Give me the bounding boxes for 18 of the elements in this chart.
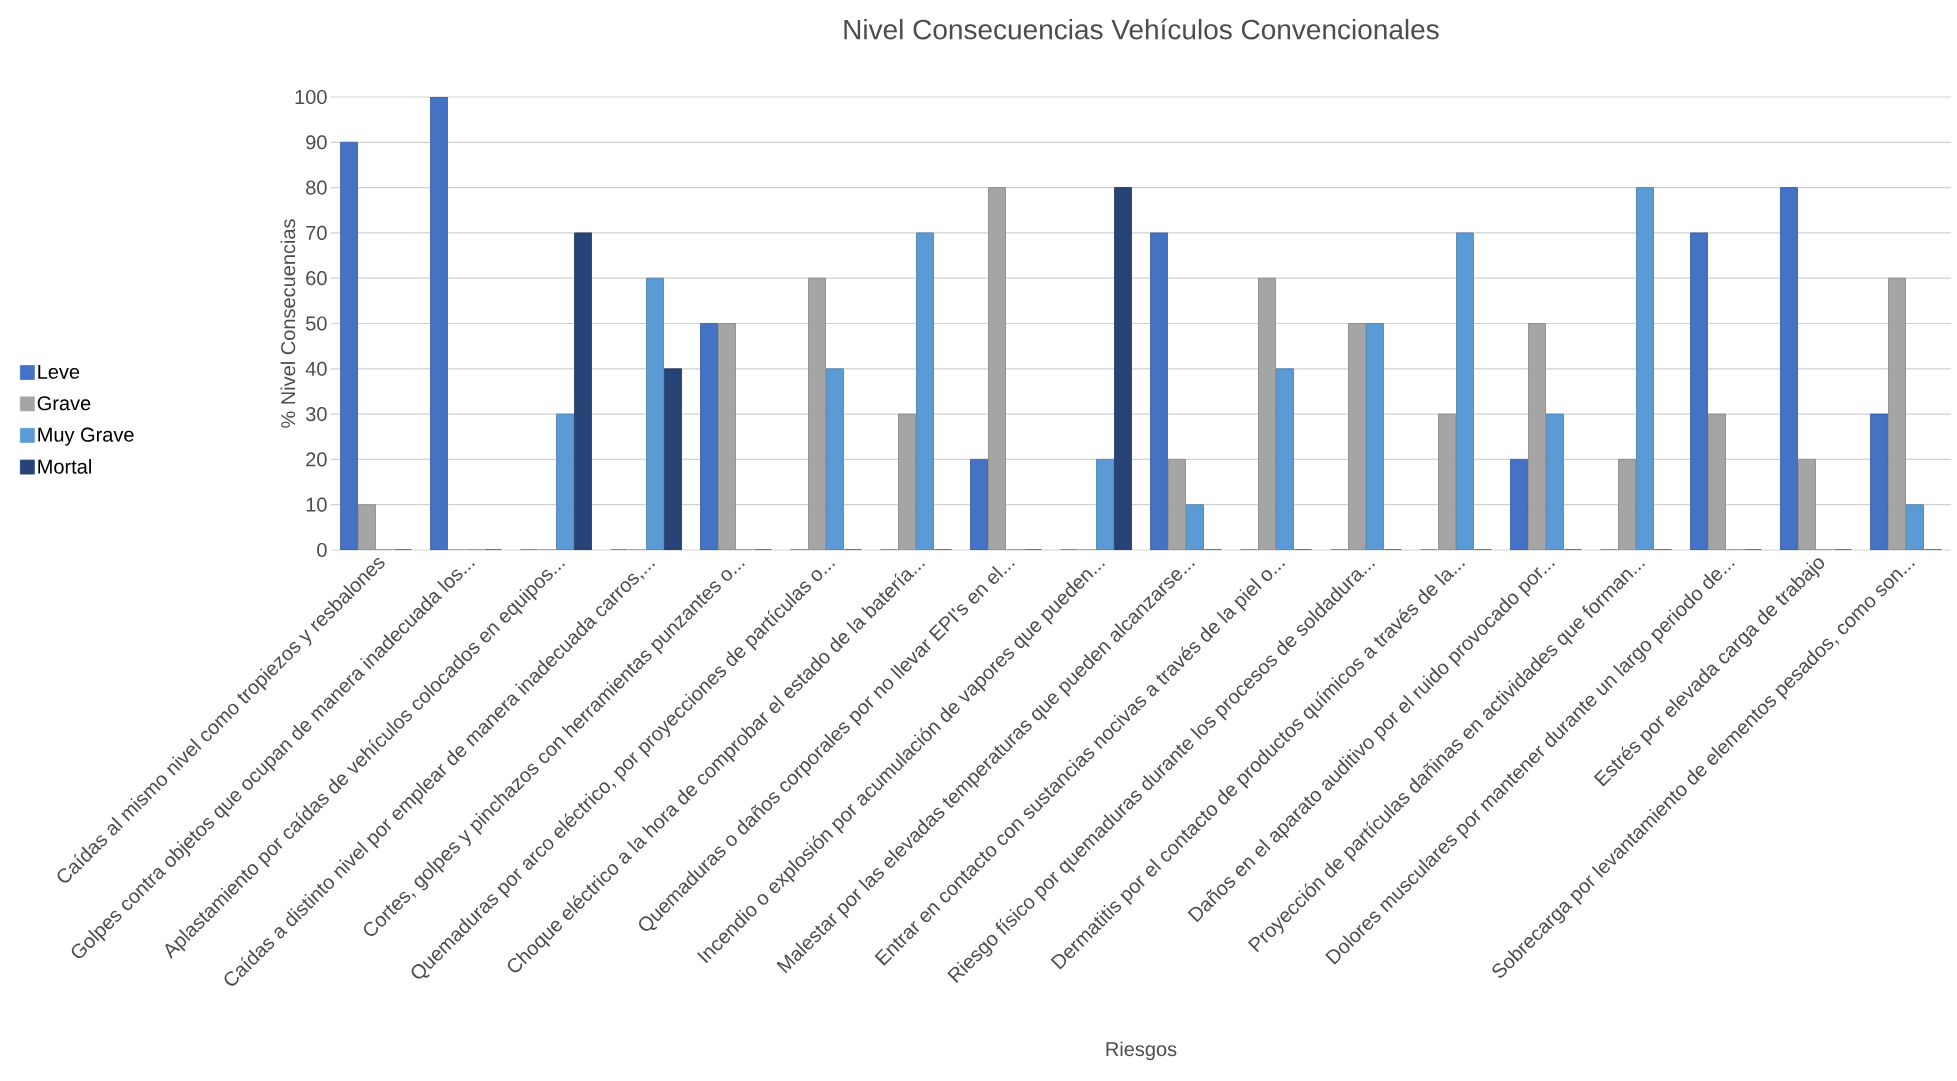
y-axis-title: % Nivel Consecuencias xyxy=(280,219,296,428)
y-tick-label: 70 xyxy=(306,225,327,240)
y-tick-label: 60 xyxy=(306,271,327,286)
x-axis-title: Riesgos xyxy=(1106,1041,1177,1061)
legend-label: Mortal xyxy=(38,459,91,474)
y-tick-label: 30 xyxy=(306,407,327,422)
y-tick-label: 100 xyxy=(295,89,327,105)
y-tick-label: 40 xyxy=(305,361,327,376)
y-tick-label: 0 xyxy=(317,542,327,558)
y-tick-label: 90 xyxy=(306,135,327,150)
legend-label: Grave xyxy=(37,396,91,411)
legend-label: Muy Grave xyxy=(38,427,134,446)
y-tick-label: 10 xyxy=(306,497,327,512)
y-tick-label: 80 xyxy=(306,180,327,195)
y-tick-label: 50 xyxy=(306,316,327,331)
chart-title: Nivel Consecuencias Vehículos Convencionales xyxy=(844,18,1439,40)
y-tick-label: 20 xyxy=(306,452,327,467)
legend-label: Leve xyxy=(38,364,80,379)
